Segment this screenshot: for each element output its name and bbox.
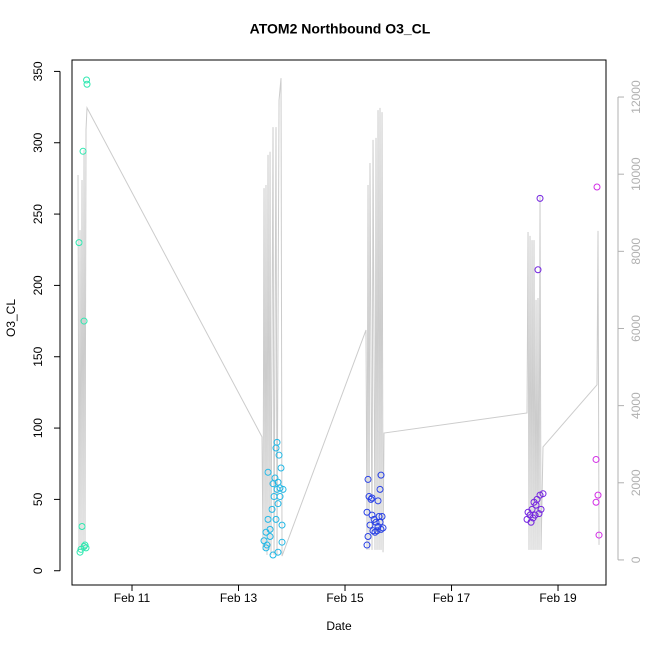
- point: [264, 515, 272, 523]
- point: [594, 491, 602, 499]
- point: [266, 525, 274, 533]
- point: [273, 485, 281, 493]
- point: [266, 532, 274, 540]
- point: [83, 80, 91, 88]
- point: [376, 518, 384, 526]
- point: [364, 532, 372, 540]
- point: [274, 500, 282, 508]
- point: [376, 485, 384, 493]
- line-series: [77, 78, 600, 557]
- point: [277, 464, 285, 472]
- point: [372, 518, 380, 526]
- y-tick-label: 100: [31, 418, 45, 438]
- point: [377, 525, 385, 533]
- y-tick-label: 200: [31, 275, 45, 295]
- y-tick-label: 300: [31, 132, 45, 152]
- point: [534, 266, 542, 274]
- point: [377, 471, 385, 479]
- point: [276, 493, 284, 501]
- y-axis-label: O3_CL: [4, 299, 18, 337]
- y2-tick-label: 8000: [629, 238, 643, 265]
- x-tick-label: Feb 17: [433, 591, 471, 605]
- y-tick-label: 0: [31, 567, 45, 574]
- y2-tick-label: 2000: [629, 469, 643, 496]
- y2-tick-label: 6000: [629, 315, 643, 342]
- point: [76, 548, 84, 556]
- point: [274, 548, 282, 556]
- x-tick-label: Feb 19: [539, 591, 577, 605]
- x-axis-label: Date: [326, 619, 352, 633]
- point: [79, 147, 87, 155]
- point: [527, 518, 535, 526]
- y-tick-label: 50: [31, 492, 45, 506]
- y2-tick-label: 0: [629, 556, 643, 563]
- x-tick-label: Feb 15: [326, 591, 364, 605]
- y-tick-label: 250: [31, 204, 45, 224]
- y-tick-label: 350: [31, 61, 45, 81]
- plot-box: [71, 59, 607, 586]
- y2-tick-label: 4000: [629, 392, 643, 419]
- point: [371, 528, 379, 536]
- point: [278, 521, 286, 529]
- point: [368, 511, 376, 519]
- point: [269, 480, 277, 488]
- x-tick-label: Feb 11: [114, 591, 151, 605]
- point: [369, 527, 377, 535]
- point: [379, 524, 387, 532]
- chart-title: ATOM2 Northbound O3_CL: [250, 21, 431, 37]
- point: [537, 505, 545, 513]
- point: [80, 317, 88, 325]
- point: [367, 495, 375, 503]
- point: [595, 531, 603, 539]
- point: [262, 544, 270, 552]
- point: [374, 497, 382, 505]
- point: [364, 475, 372, 483]
- point: [272, 515, 280, 523]
- point: [268, 505, 276, 513]
- point: [272, 444, 280, 452]
- point: [264, 468, 272, 476]
- point: [593, 183, 601, 191]
- point: [75, 239, 83, 247]
- point: [80, 542, 88, 550]
- y2-tick-label: 10000: [629, 157, 643, 191]
- point: [536, 194, 544, 202]
- y-tick-label: 150: [31, 346, 45, 366]
- point: [535, 510, 543, 518]
- point: [368, 494, 376, 502]
- y2-tick-label: 12000: [629, 80, 643, 114]
- point: [278, 538, 286, 546]
- point: [363, 541, 371, 549]
- point: [83, 76, 91, 84]
- point: [529, 514, 537, 522]
- point: [275, 451, 283, 459]
- x-tick-label: Feb 13: [220, 591, 258, 605]
- point: [366, 521, 374, 529]
- point: [373, 527, 381, 535]
- point: [592, 455, 600, 463]
- point: [532, 501, 540, 509]
- point: [78, 523, 86, 531]
- point: [592, 498, 600, 506]
- point: [82, 544, 90, 552]
- point: [260, 537, 268, 545]
